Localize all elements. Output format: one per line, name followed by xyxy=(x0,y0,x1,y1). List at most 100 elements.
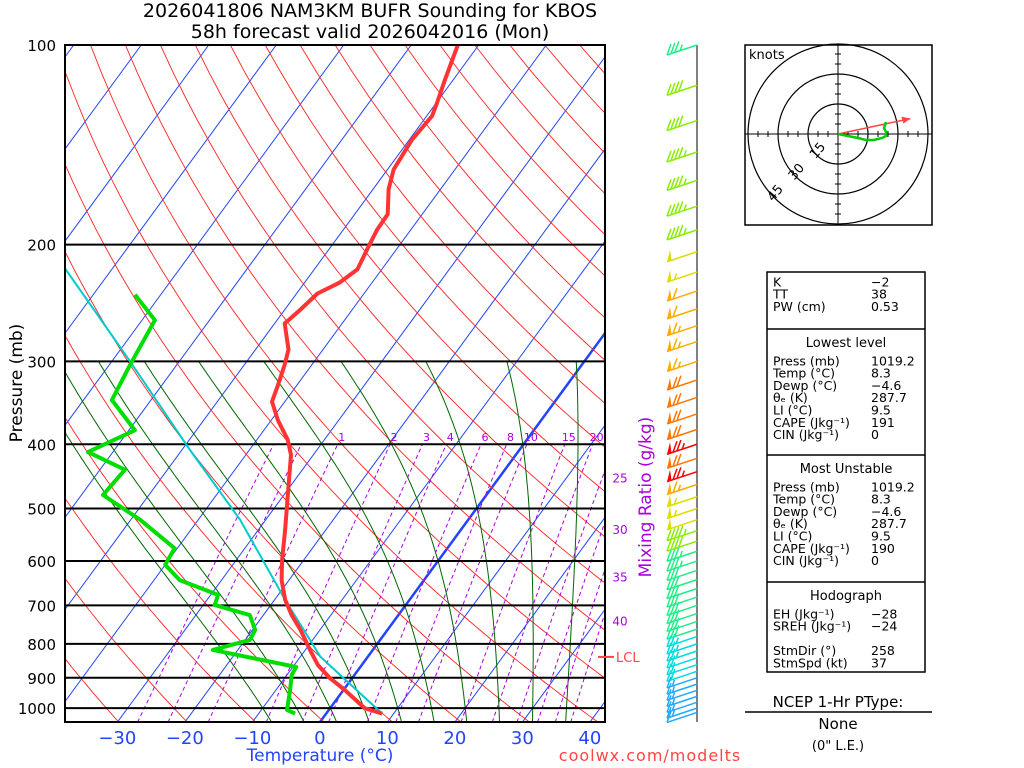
stats-label: Press (mb) xyxy=(773,353,840,368)
lcl-label: LCL xyxy=(616,651,640,666)
stats-value: 287.7 xyxy=(871,516,907,531)
mixing-ratio-label: 15 xyxy=(562,431,576,444)
wind-barb xyxy=(666,146,698,163)
pressure-tick-label: 1000 xyxy=(18,700,56,718)
ptype-title: NCEP 1-Hr PType: xyxy=(773,693,904,711)
wind-barb xyxy=(666,322,698,337)
profiles xyxy=(65,45,460,716)
zero-isotherm xyxy=(318,331,605,722)
mixing-ratio-line xyxy=(301,444,423,722)
moist-adiabat xyxy=(65,371,305,722)
temperature-tick-label: 20 xyxy=(443,728,466,749)
mixing-ratio-line xyxy=(328,444,447,722)
dry-adiabat xyxy=(124,45,605,631)
stats-label: Press (mb) xyxy=(773,479,840,494)
wind-barb xyxy=(666,467,698,483)
mixing-ratio-line xyxy=(554,567,605,722)
wind-barb xyxy=(666,175,698,192)
mixing-ratio-line xyxy=(460,444,566,722)
wind-barb xyxy=(666,287,698,302)
dry-adiabat xyxy=(65,163,530,722)
isotherm xyxy=(0,45,6,722)
stats-label: θₑ (K) xyxy=(773,390,808,405)
stats-value: 38 xyxy=(871,287,887,302)
stats-section-header: Most Unstable xyxy=(800,462,893,477)
stats-label: StmSpd (kt) xyxy=(773,656,848,671)
stats-value: 1019.2 xyxy=(871,353,915,368)
stats-value: 8.3 xyxy=(871,492,891,507)
wind-barb xyxy=(666,536,698,552)
mixing-ratio-line xyxy=(366,444,482,722)
wind-barb xyxy=(666,453,698,470)
stats-label: CAPE (Jkg⁻¹) xyxy=(773,415,850,430)
stats-label: Temp (°C) xyxy=(772,492,835,507)
wind-barb xyxy=(666,575,698,591)
ptype-value: None xyxy=(818,715,857,733)
isotherm xyxy=(65,45,412,519)
dry-adiabat xyxy=(65,250,462,722)
ptype-detail: (0" L.E.) xyxy=(812,739,864,754)
credit-link[interactable]: coolwx.com/modelts xyxy=(559,746,741,765)
wind-barb xyxy=(666,668,698,683)
stats-value: 1019.2 xyxy=(871,479,915,494)
dry-adiabat xyxy=(65,416,325,722)
wind-barb xyxy=(666,648,698,662)
mixing-ratio-label: 4 xyxy=(447,431,454,444)
wind-barb xyxy=(666,481,698,496)
stats-label: PW (cm) xyxy=(773,299,826,314)
mixing-ratio-axis-label: Mixing Ratio (g/kg) xyxy=(636,417,656,578)
wind-barb xyxy=(666,701,698,714)
moist-adiabat xyxy=(565,361,579,722)
wind-barb xyxy=(666,689,698,702)
wind-barb xyxy=(666,557,698,572)
wind-barb xyxy=(666,609,698,625)
wind-barb xyxy=(666,601,698,617)
pressure-tick-label: 400 xyxy=(27,436,56,454)
wind-barb xyxy=(666,375,698,391)
dry-adiabat xyxy=(194,45,605,538)
wind-barb xyxy=(666,641,698,655)
stats-label: SREH (Jkg⁻¹) xyxy=(773,619,851,634)
stats-label: EH (Jkg⁻¹) xyxy=(773,606,835,621)
wind-barb xyxy=(666,409,698,425)
dry-adiabat xyxy=(65,334,393,722)
storm-motion-arrowhead xyxy=(901,116,911,124)
wind-barbs xyxy=(666,41,698,724)
mixing-ratio-side-label: 30 xyxy=(612,523,627,537)
stats-value: −4.6 xyxy=(871,504,901,519)
hodograph-trace xyxy=(837,121,888,142)
wind-barb xyxy=(666,662,698,676)
isotherm xyxy=(65,45,547,703)
wind-barb xyxy=(666,494,698,508)
wind-barb xyxy=(666,41,698,56)
mixing-ratio-side-label: 40 xyxy=(612,615,627,629)
mixing-ratio-label: 10 xyxy=(524,431,538,444)
mixing-ratio-side-label: 25 xyxy=(612,471,627,485)
x-axis-label: Temperature (°C) xyxy=(246,746,394,766)
moist-adiabat xyxy=(65,431,273,722)
stats-value: −24 xyxy=(871,619,897,634)
mixing-ratio-line xyxy=(137,444,275,722)
mixing-ratio-line xyxy=(395,444,508,722)
temperature-tick-label: 30 xyxy=(511,728,534,749)
wind-barb xyxy=(666,676,698,689)
wind-barb xyxy=(666,305,698,320)
moist-adiabat xyxy=(198,361,403,722)
dry-adiabat xyxy=(90,45,605,679)
wind-barb xyxy=(666,566,698,582)
temperature-tick-label: 10 xyxy=(376,728,399,749)
wind-barb xyxy=(666,249,698,263)
stats-label: LI (°C) xyxy=(773,403,812,418)
isotherm xyxy=(184,148,605,722)
plot-frame xyxy=(64,44,606,723)
stats-value: 0.53 xyxy=(871,299,899,314)
stats-value: 8.3 xyxy=(871,366,891,381)
isotherm xyxy=(65,45,210,242)
moist-adiabat xyxy=(143,361,370,722)
wind-barb xyxy=(666,584,698,600)
wind-barb xyxy=(666,201,698,217)
stats-frame xyxy=(766,271,926,673)
temperature-tick-label: −30 xyxy=(98,728,136,749)
